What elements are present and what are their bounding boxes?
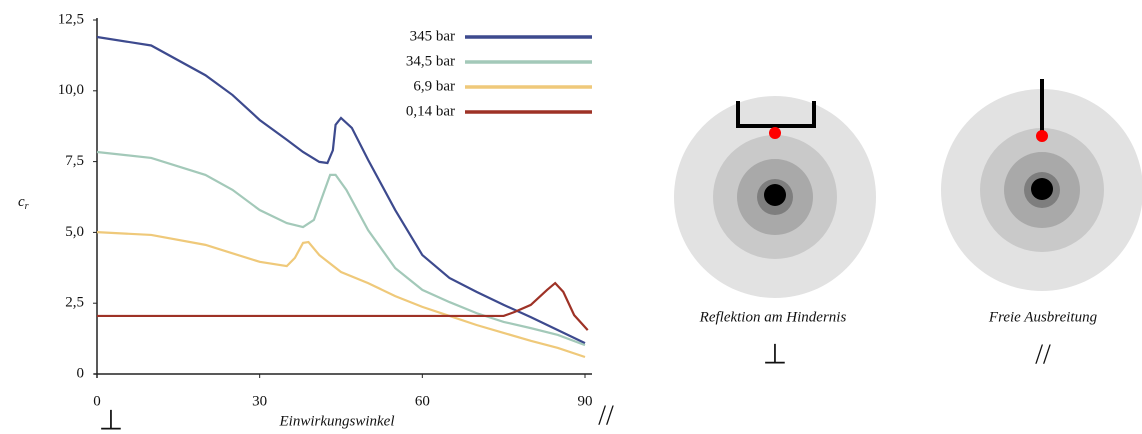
obstacle	[736, 101, 816, 128]
y-tick-label: 2,5	[65, 295, 84, 311]
x-end-symbol: //	[598, 400, 614, 431]
diagram-free	[941, 79, 1142, 291]
diagram-symbol: //	[1035, 339, 1051, 370]
y-tick-label: 5,0	[65, 224, 84, 240]
y-tick-label: 10,0	[58, 82, 84, 98]
source	[1031, 178, 1053, 200]
legend-label: 345 bar	[410, 28, 455, 44]
series-line	[96, 231, 586, 359]
diagram-symbol: ⊥	[763, 339, 787, 370]
sensor	[1036, 130, 1048, 142]
legend-label: 0,14 bar	[406, 103, 455, 119]
sensor	[769, 127, 781, 139]
series-line	[96, 150, 586, 347]
series-line	[96, 35, 586, 345]
x-axis-label: Einwirkungswinkel	[279, 413, 395, 429]
y-axis-label: cr	[18, 194, 29, 212]
y-tick-label: 0	[77, 365, 85, 381]
x-tick-label: 30	[252, 393, 267, 409]
diagram-caption: Freie Ausbreitung	[988, 309, 1098, 325]
legend-label: 34,5 bar	[406, 53, 455, 69]
series-line	[97, 281, 589, 331]
legend-label: 6,9 bar	[413, 78, 455, 94]
x-tick-label: 90	[578, 393, 593, 409]
x-tick-label: 0	[93, 393, 101, 409]
y-tick-label: 12,5	[58, 11, 84, 27]
y-label-base: c	[18, 194, 25, 210]
x-tick-label: 60	[415, 393, 430, 409]
y-label-sub: r	[25, 201, 29, 212]
y-tick-label: 7,5	[65, 153, 84, 169]
diagram-caption: Reflektion am Hindernis	[699, 309, 847, 325]
diagram-reflection	[674, 96, 876, 298]
source	[764, 184, 786, 206]
x-start-symbol: ⊥	[99, 405, 123, 434]
